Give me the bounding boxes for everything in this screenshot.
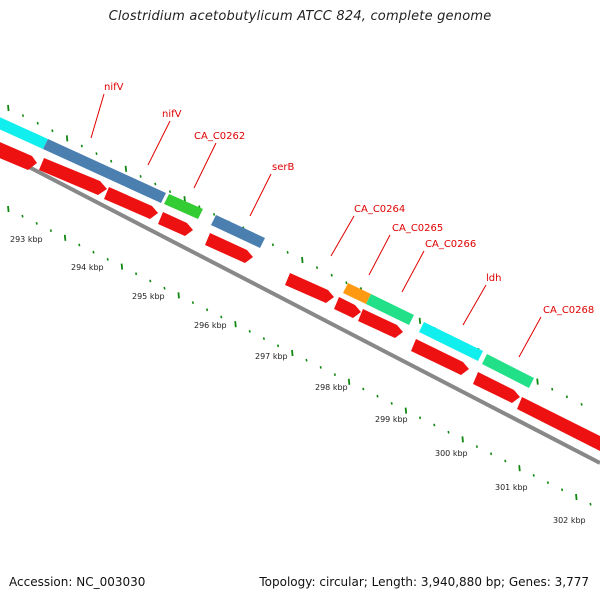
cds-arrow-11[interactable] [517, 397, 600, 452]
feature-label[interactable]: nifV [162, 109, 182, 120]
feature-label[interactable]: nifV [104, 82, 124, 93]
cds-arrow-9[interactable] [411, 339, 469, 375]
gene-ldh-bar[interactable] [419, 322, 483, 361]
accession-text: Accession: NC_003030 [9, 575, 146, 589]
cds-arrow-6[interactable] [285, 273, 334, 303]
scale-tick-label: 300 kbp [435, 449, 468, 458]
gene-CA_C0268-bar[interactable] [482, 354, 534, 388]
cds-arrow-5[interactable] [205, 233, 253, 263]
leader-line [249, 173, 272, 217]
scale-tick-label: 302 kbp [553, 516, 586, 525]
inner-scale-track [7, 205, 592, 506]
cds-arrow-8[interactable] [358, 309, 403, 338]
leader-line [90, 93, 105, 139]
scale-tick-label: 297 kbp [255, 352, 288, 361]
scale-tick-label: 296 kbp [194, 321, 227, 330]
feature-label[interactable]: CA_C0262 [194, 131, 245, 142]
feature-label[interactable]: ldh [486, 273, 501, 284]
cds-arrow-4[interactable] [158, 212, 193, 236]
genome-backbone [0, 150, 600, 465]
cds-arrow-1[interactable] [0, 140, 37, 170]
scale-tick-label: 294 kbp [71, 263, 104, 272]
feature-label[interactable]: serB [272, 162, 294, 173]
cds-arrow-2[interactable] [39, 158, 107, 195]
feature-label[interactable]: CA_C0268 [543, 305, 594, 316]
leader-line [518, 316, 542, 358]
leader-line [147, 120, 171, 166]
scale-tick-label: 301 kbp [495, 483, 528, 492]
leader-line [368, 234, 391, 276]
genome-stats-text: Topology: circular; Length: 3,940,880 bp… [259, 575, 589, 589]
feature-label[interactable]: CA_C0264 [354, 204, 405, 215]
gene-CA_C0265-bar[interactable] [343, 283, 371, 304]
scale-labels: 293 kbp 294 kbp 295 kbp 296 kbp 297 kbp 298 k… [10, 235, 586, 525]
cds-arrow-7[interactable] [334, 297, 361, 318]
leader-line [193, 142, 217, 189]
feature-labels: nifV nifV CA_C0262 serB CA_C0264 CA_C0265 CA_C… [104, 82, 594, 316]
scale-tick-label: 293 kbp [10, 235, 43, 244]
feature-track-inner [0, 140, 600, 452]
gene-CA_C0266-bar[interactable] [366, 294, 414, 325]
gene-CA_C0262-bar[interactable] [164, 194, 203, 219]
cds-arrow-3[interactable] [104, 187, 158, 219]
scale-tick-label: 295 kbp [132, 292, 165, 301]
label-leaders [90, 93, 542, 358]
cds-arrow-10[interactable] [473, 372, 520, 403]
leader-line [462, 284, 487, 326]
leader-line [401, 250, 425, 293]
feature-label[interactable]: CA_C0265 [392, 223, 443, 234]
scale-tick-label: 298 kbp [315, 383, 348, 392]
gene-cyan-1[interactable] [0, 115, 48, 149]
map-title: Clostridium acetobutylicum ATCC 824, com… [108, 9, 492, 24]
feature-label[interactable]: CA_C0266 [425, 239, 476, 250]
feature-track-outer [0, 115, 534, 388]
gene-nifV-bar[interactable] [43, 139, 166, 203]
scale-tick-label: 299 kbp [375, 415, 408, 424]
outer-tick-track [7, 104, 583, 406]
gene-serB-bar[interactable] [211, 215, 265, 248]
leader-line [330, 215, 355, 257]
